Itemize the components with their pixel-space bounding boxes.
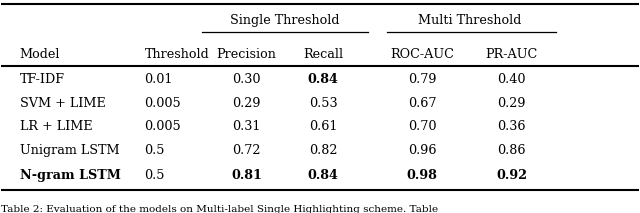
Text: 0.82: 0.82 [309,144,337,157]
Text: Threshold: Threshold [145,48,209,61]
Text: 0.31: 0.31 [232,120,260,133]
Text: 0.5: 0.5 [145,169,165,182]
Text: 0.70: 0.70 [408,120,436,133]
Text: 0.29: 0.29 [232,97,261,110]
Text: Table 2: Evaluation of the models on Multi-label Single Highlighting scheme. Tab: Table 2: Evaluation of the models on Mul… [1,205,438,213]
Text: 0.84: 0.84 [308,73,339,86]
Text: 0.84: 0.84 [308,169,339,182]
Text: TF-IDF: TF-IDF [20,73,65,86]
Text: 0.005: 0.005 [145,97,181,110]
Text: PR-AUC: PR-AUC [486,48,538,61]
Text: N-gram LSTM: N-gram LSTM [20,169,121,182]
Text: 0.96: 0.96 [408,144,436,157]
Text: 0.79: 0.79 [408,73,436,86]
Text: Model: Model [20,48,60,61]
Text: ROC-AUC: ROC-AUC [390,48,454,61]
Text: 0.01: 0.01 [145,73,173,86]
Text: 0.81: 0.81 [231,169,262,182]
Text: SVM + LIME: SVM + LIME [20,97,106,110]
Text: Unigram LSTM: Unigram LSTM [20,144,120,157]
Text: LR + LIME: LR + LIME [20,120,92,133]
Text: 0.5: 0.5 [145,144,165,157]
Text: 0.98: 0.98 [407,169,438,182]
Text: 0.30: 0.30 [232,73,261,86]
Text: 0.53: 0.53 [309,97,337,110]
Text: 0.67: 0.67 [408,97,436,110]
Text: 0.72: 0.72 [232,144,261,157]
Text: 0.40: 0.40 [497,73,526,86]
Text: Single Threshold: Single Threshold [230,14,340,27]
Text: 0.86: 0.86 [497,144,526,157]
Text: 0.92: 0.92 [496,169,527,182]
Text: Recall: Recall [303,48,343,61]
Text: 0.61: 0.61 [309,120,337,133]
Text: Precision: Precision [216,48,276,61]
Text: Multi Threshold: Multi Threshold [419,14,522,27]
Text: 0.36: 0.36 [497,120,526,133]
Text: 0.005: 0.005 [145,120,181,133]
Text: 0.29: 0.29 [497,97,526,110]
